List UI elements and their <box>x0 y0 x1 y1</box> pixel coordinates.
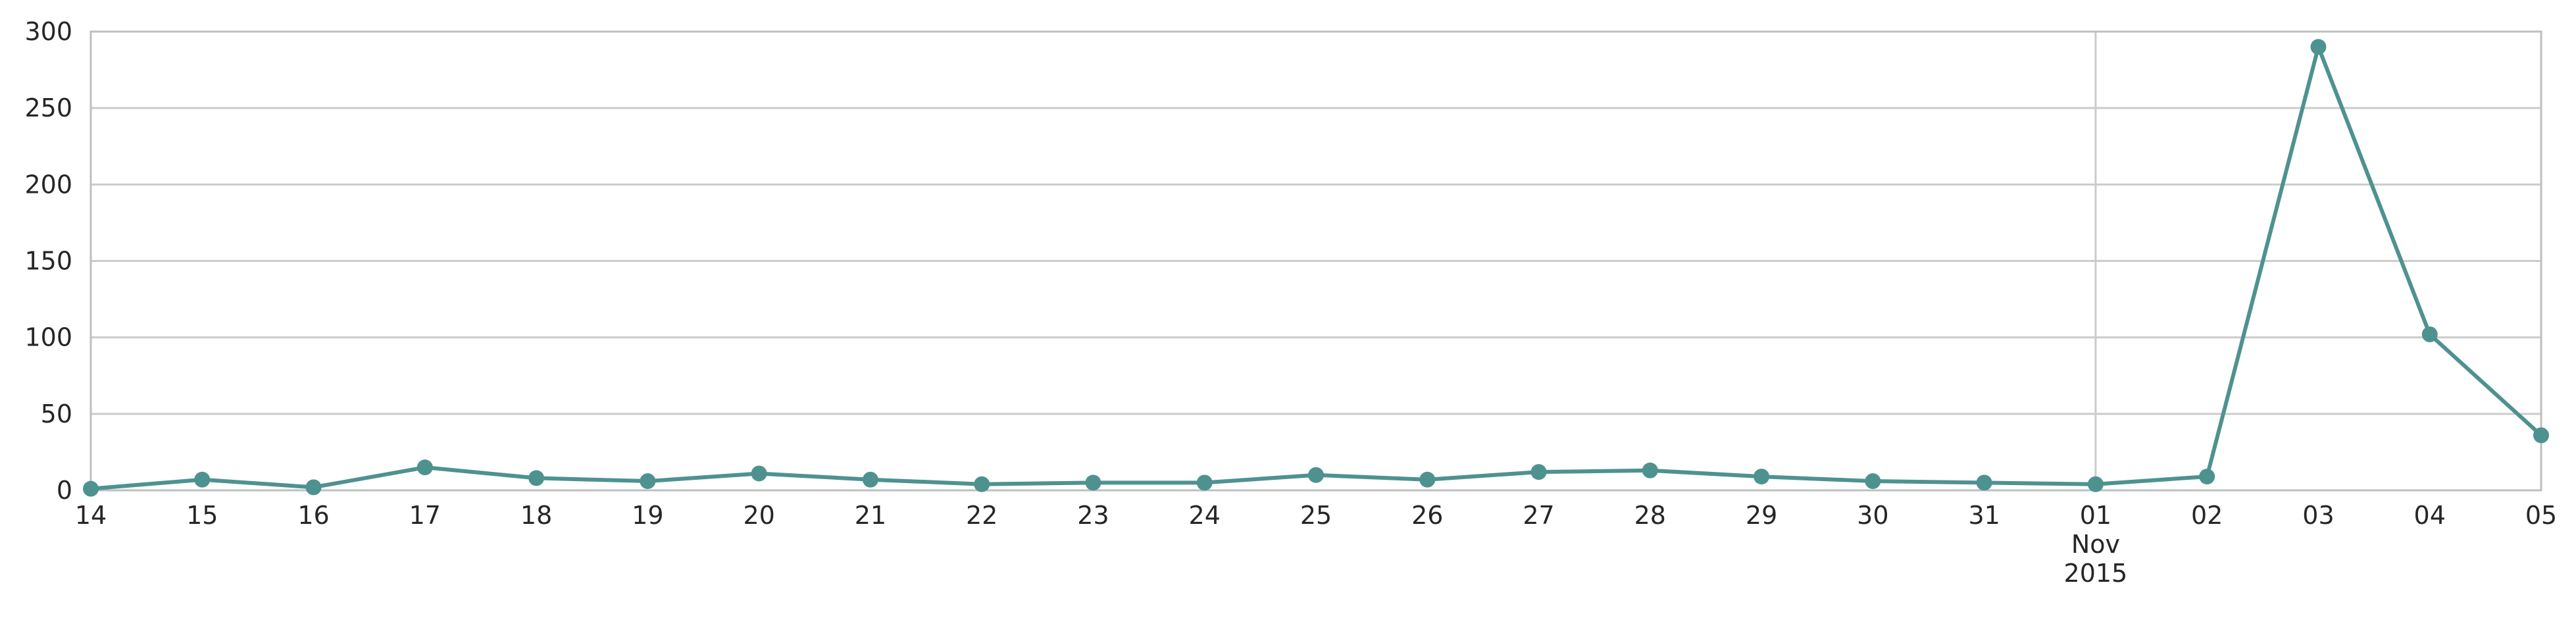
x-tick-label: 29 <box>1746 501 1777 530</box>
x-tick-label: 20 <box>743 501 774 530</box>
y-axis-ticks: 0 50 100 150 200 250 300 <box>24 17 72 505</box>
x-tick-label: 14 <box>75 501 107 530</box>
x-tick-sublabel: 2015 <box>2064 559 2128 588</box>
x-tick-label: 28 <box>1634 501 1666 530</box>
y-tick-label: 50 <box>41 399 72 428</box>
data-point <box>1530 464 1547 480</box>
data-point <box>305 479 322 496</box>
grid-layer <box>91 30 2541 492</box>
series-layer <box>83 39 2549 497</box>
x-tick-label: 22 <box>966 501 998 530</box>
data-point <box>640 473 656 490</box>
data-point <box>2421 326 2438 343</box>
data-point <box>2199 469 2215 485</box>
data-point <box>1308 467 1324 483</box>
y-tick-label: 300 <box>24 17 72 46</box>
data-point <box>1754 469 1770 485</box>
x-tick-label: 15 <box>186 501 218 530</box>
x-tick-label: 24 <box>1189 501 1221 530</box>
x-tick-label: 26 <box>1411 501 1443 530</box>
y-tick-label: 150 <box>24 247 72 276</box>
data-point <box>974 476 990 492</box>
data-point <box>1419 471 1436 488</box>
data-point <box>1976 475 1992 491</box>
data-point <box>1196 475 1213 491</box>
x-tick-label: 21 <box>855 501 886 530</box>
x-axis-ticks: 14 15 16 17 18 19 20 21 22 23 24 25 26 27 28 29 30 31 01No… <box>75 501 2557 588</box>
data-point <box>1865 473 1881 490</box>
plot-frame <box>89 30 2542 492</box>
x-tick-label: 02 <box>2191 501 2223 530</box>
x-tick-label: 04 <box>2414 501 2446 530</box>
data-point <box>1085 475 1101 491</box>
data-point <box>194 471 211 488</box>
x-tick-label: 03 <box>2302 501 2334 530</box>
x-tick-label: 18 <box>520 501 552 530</box>
data-point <box>528 470 545 486</box>
x-tick-label: 25 <box>1300 501 1332 530</box>
x-tick-label: 27 <box>1523 501 1554 530</box>
y-tick-label: 250 <box>24 93 72 122</box>
x-tick-label: 05 <box>2525 501 2557 530</box>
y-tick-label: 200 <box>24 170 72 199</box>
data-point <box>751 465 767 482</box>
data-point <box>83 480 99 497</box>
data-point <box>2087 476 2104 492</box>
data-point <box>1642 462 1658 478</box>
x-tick-label: 01 <box>2080 501 2111 530</box>
data-point <box>2310 39 2327 55</box>
data-point <box>417 459 433 476</box>
data-point <box>2533 427 2549 444</box>
x-tick-label: 16 <box>297 501 329 530</box>
series-line <box>90 45 2543 491</box>
y-tick-label: 100 <box>24 323 72 352</box>
x-tick-label: 19 <box>632 501 663 530</box>
data-point <box>862 471 878 488</box>
x-tick-label: 30 <box>1857 501 1888 530</box>
y-tick-label: 0 <box>57 476 72 505</box>
x-tick-label: 23 <box>1077 501 1109 530</box>
x-tick-label: 31 <box>1968 501 2000 530</box>
x-tick-sublabel: Nov <box>2071 530 2120 559</box>
x-tick-label: 17 <box>409 501 441 530</box>
